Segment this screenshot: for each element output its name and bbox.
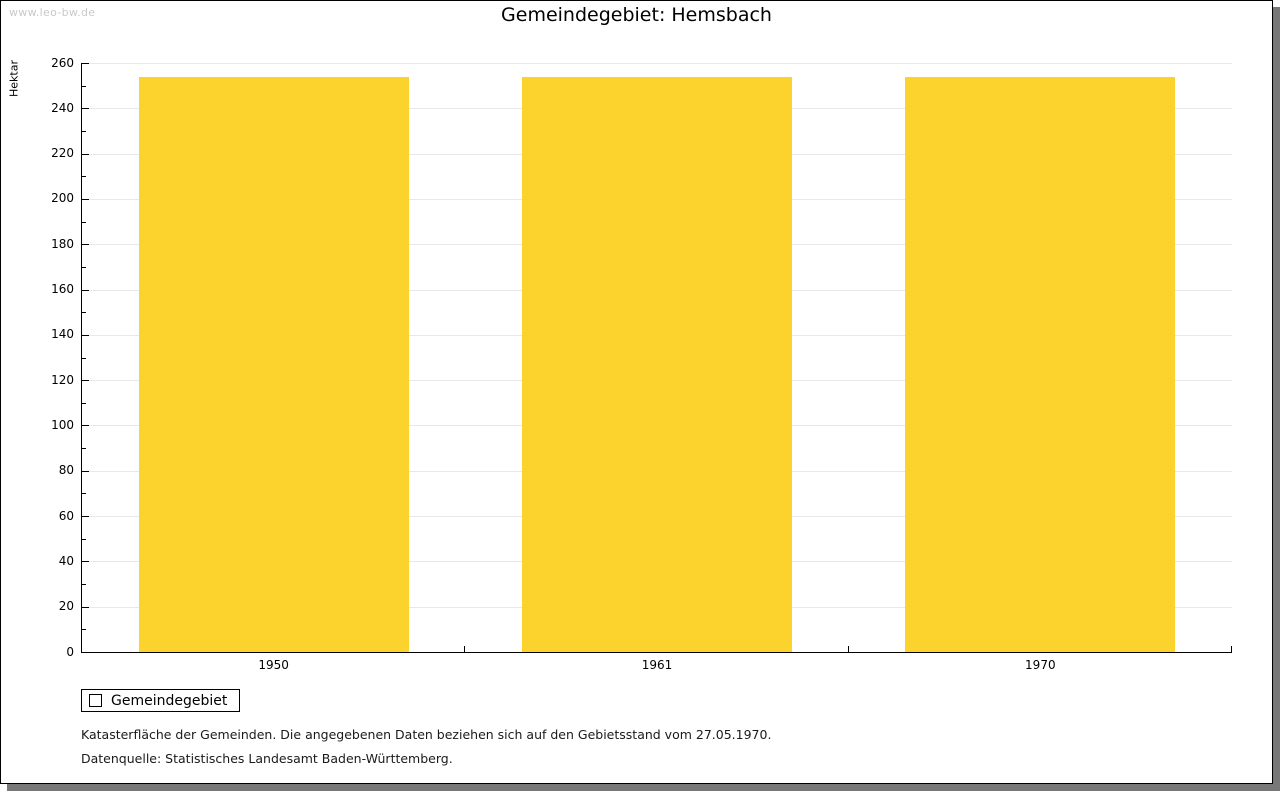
y-tick-label: 0 [66, 644, 74, 659]
y-axis-tick [82, 607, 89, 608]
y-axis-minor-tick [82, 358, 86, 359]
footnote-line1: Katasterfläche der Gemeinden. Die angege… [81, 727, 772, 742]
plot-area: 1950 1961 1970 0 20 40 60 80 100 120 140 160 180 200 2… [51, 56, 1232, 672]
bar-1970 [905, 76, 1176, 652]
y-tick-label: 240 [51, 100, 74, 115]
x-tick-label: 1961 [641, 658, 673, 672]
y-axis-tick [82, 471, 89, 472]
y-axis-minor-tick [82, 222, 86, 223]
y-axis-tick [82, 335, 89, 336]
y-tick-label: 60 [58, 508, 74, 523]
y-axis-minor-tick [82, 86, 86, 87]
y-tick-label: 20 [58, 599, 74, 614]
y-axis-tick [82, 63, 89, 64]
y-axis-minor-tick [82, 403, 86, 404]
y-tick-label: 140 [51, 327, 74, 342]
watermark: www.leo-bw.de [9, 6, 96, 19]
y-axis-title: Hektar [7, 60, 21, 97]
y-axis-minor-tick [82, 493, 86, 494]
y-tick-label: 260 [51, 55, 74, 70]
legend-label: Gemeindegebiet [111, 692, 228, 709]
y-axis-minor-tick [82, 176, 86, 177]
bar-1950 [138, 76, 409, 652]
x-axis-tick [848, 646, 849, 652]
bar-1961 [522, 76, 792, 652]
y-axis-tick [82, 244, 89, 245]
y-axis-tick [82, 290, 89, 291]
y-axis-tick [82, 199, 89, 200]
y-axis-tick [82, 516, 89, 517]
y-axis-tick [82, 425, 89, 426]
x-tick-label: 1950 [258, 658, 289, 672]
y-axis-minor-tick [82, 267, 86, 268]
y-axis-minor-tick [82, 448, 86, 449]
y-axis-tick [82, 154, 89, 155]
y-axis-tick [82, 561, 89, 562]
y-tick-label: 180 [51, 236, 74, 251]
footnote-line2: Datenquelle: Statistisches Landesamt Bad… [81, 751, 453, 766]
y-tick-label: 100 [51, 417, 74, 432]
y-axis-minor-tick [82, 539, 86, 540]
y-axis-minor-tick [82, 131, 86, 132]
y-axis-minor-tick [82, 312, 86, 313]
gridline [82, 63, 1232, 64]
legend: Gemeindegebiet [81, 689, 241, 712]
x-axis-tick [1231, 646, 1232, 652]
y-tick-label: 40 [58, 553, 74, 568]
y-tick-label: 220 [51, 146, 74, 161]
y-tick-label: 80 [58, 463, 74, 478]
y-tick-label: 200 [51, 191, 74, 206]
y-axis-minor-tick [82, 584, 86, 585]
legend-swatch-icon [89, 694, 102, 707]
chart-title: Gemeindegebiet: Hemsbach [501, 4, 772, 26]
y-axis-tick [82, 380, 89, 381]
y-tick-label: 120 [51, 372, 74, 387]
x-tick-label: 1970 [1025, 658, 1056, 672]
y-tick-label: 160 [51, 282, 74, 297]
y-axis-tick [82, 108, 89, 109]
x-axis-tick [464, 646, 465, 652]
y-axis-minor-tick [82, 629, 86, 630]
